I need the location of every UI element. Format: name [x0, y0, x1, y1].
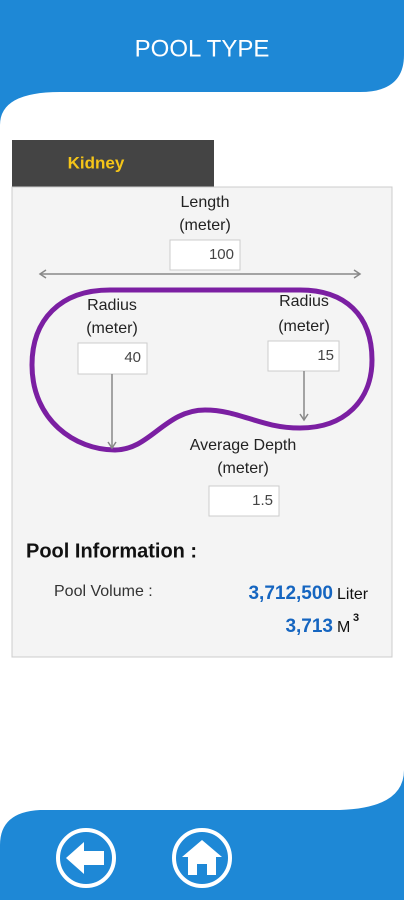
kidney-outline	[29, 287, 375, 453]
length-input[interactable]	[169, 239, 241, 271]
cubic-value: 3,713	[285, 616, 333, 637]
radius-right-arrow	[299, 371, 309, 422]
liters-value: 3,712,500	[248, 583, 333, 604]
radius-left-input[interactable]	[77, 342, 148, 375]
home-button[interactable]	[172, 828, 232, 888]
liter-unit: Liter	[337, 586, 369, 603]
header-bg	[0, 0, 404, 125]
depth-input[interactable]	[208, 485, 280, 517]
cubic-unit: M	[337, 619, 350, 636]
header-title: POOL TYPE	[135, 35, 270, 62]
radius-left-label: Radius	[87, 297, 137, 314]
volume-label: Pool Volume :	[54, 583, 153, 600]
radius-right-value: 15	[317, 347, 334, 364]
length-label: Length	[181, 194, 230, 211]
tab-label: Kidney	[68, 153, 125, 172]
tab[interactable]	[12, 140, 214, 187]
radius-right-unit: (meter)	[278, 318, 330, 335]
radius-left-value: 40	[124, 349, 141, 366]
depth-label: Average Depth	[190, 437, 296, 454]
depth-value: 1.5	[252, 492, 273, 509]
footer-bg	[0, 770, 404, 900]
length-value: 100	[209, 246, 234, 263]
radius-left-unit: (meter)	[86, 320, 138, 337]
info-title: Pool Information :	[26, 540, 197, 562]
depth-unit: (meter)	[217, 460, 269, 477]
back-button[interactable]	[56, 828, 116, 888]
cubic-exponent: 3	[353, 612, 359, 624]
radius-left-arrow	[107, 374, 117, 450]
length-arrow	[38, 269, 362, 279]
length-unit: (meter)	[179, 217, 231, 234]
radius-right-label: Radius	[279, 293, 329, 310]
